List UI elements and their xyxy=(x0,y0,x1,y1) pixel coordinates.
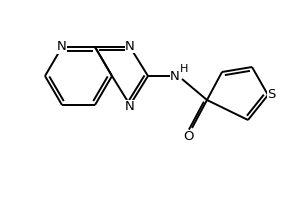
Text: S: S xyxy=(267,88,275,102)
Text: N: N xyxy=(125,40,135,52)
Text: N: N xyxy=(170,70,180,82)
Text: N: N xyxy=(125,99,135,112)
Text: O: O xyxy=(183,130,193,142)
Text: N: N xyxy=(57,40,67,53)
Text: H: H xyxy=(180,64,188,74)
